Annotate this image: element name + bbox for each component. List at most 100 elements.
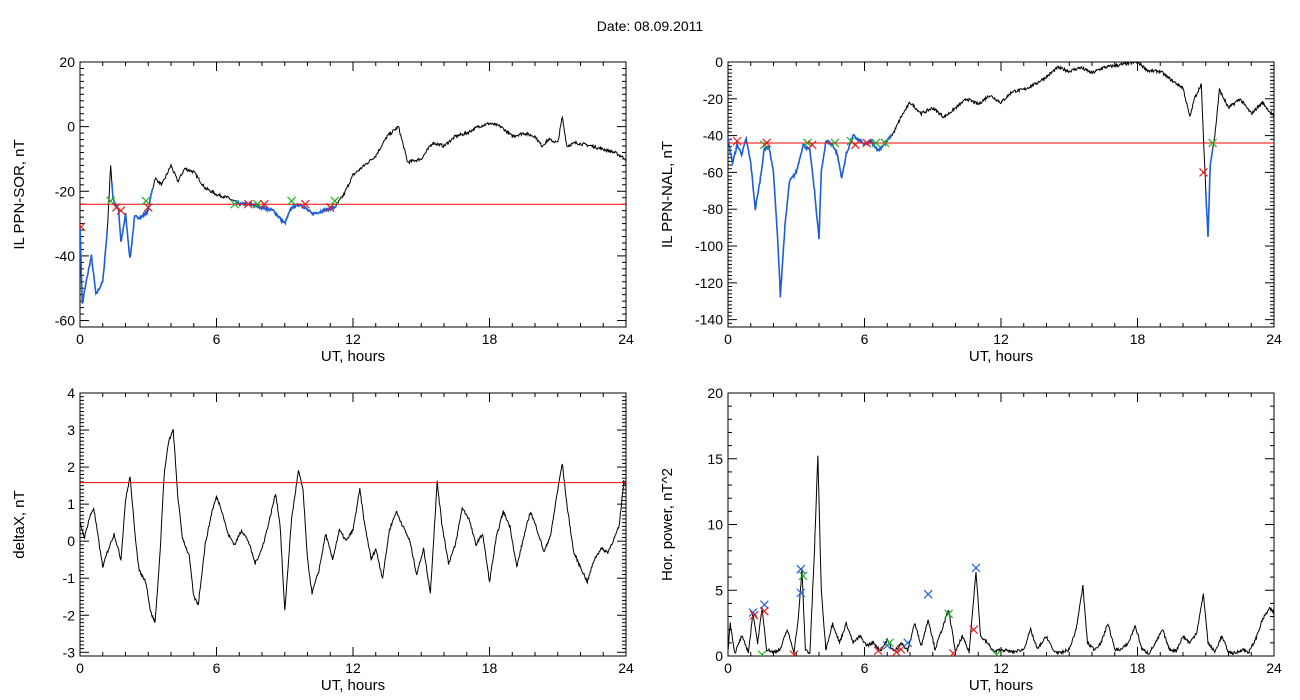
y-tick-label: -80: [703, 201, 723, 217]
x-marker: [330, 196, 340, 206]
x-marker: [850, 140, 860, 150]
y-tick-label: 0: [67, 533, 75, 549]
x-tick-label: 6: [213, 660, 221, 676]
y-tick-label: -100: [695, 238, 723, 254]
y-axis-label: IL PPN-NAL, nT: [659, 141, 676, 248]
x-tick-label: 24: [618, 331, 634, 347]
x-tick-label: 24: [618, 660, 634, 676]
x-marker: [759, 600, 769, 610]
y-tick-label: 1: [67, 496, 75, 512]
x-marker: [992, 650, 1001, 656]
x-marker: [862, 138, 872, 148]
x-marker: [969, 625, 979, 635]
plot-area: [80, 429, 626, 623]
y-tick-label: -60: [703, 164, 723, 180]
series-line: [728, 455, 1274, 656]
x-marker: [798, 571, 808, 581]
y-tick-label: 15: [707, 451, 723, 467]
x-marker: [143, 203, 153, 212]
x-marker: [896, 645, 906, 654]
x-marker: [891, 647, 901, 656]
x-marker: [1199, 167, 1208, 177]
y-tick-label: -140: [695, 312, 723, 328]
x-tick-label: 12: [993, 660, 1009, 676]
y-tick-label: -20: [55, 183, 75, 199]
series-line: [80, 115, 626, 304]
x-marker: [116, 206, 126, 216]
y-tick-label: 20: [707, 385, 723, 401]
series-line: [728, 62, 1274, 298]
y-tick-label: -1: [63, 570, 76, 586]
y-tick-label: 10: [707, 517, 723, 533]
x-marker: [759, 606, 769, 616]
x-marker: [846, 136, 856, 146]
x-marker: [944, 609, 954, 619]
x-marker: [971, 563, 981, 573]
x-tick-label: 6: [861, 660, 869, 676]
x-marker: [803, 138, 813, 148]
x-marker: [300, 199, 310, 209]
y-tick-label: -3: [63, 644, 76, 660]
x-tick-label: 0: [76, 331, 84, 347]
y-tick-label: -20: [703, 91, 723, 107]
x-marker: [243, 199, 253, 209]
x-tick-label: 0: [724, 660, 732, 676]
plot-frame: [727, 392, 1275, 657]
chart-horpower: 0 6 12 18 24 0 5 10 15 20 UT, hours Hor. power, nT^…: [659, 385, 1282, 694]
y-tick-label: 0: [67, 119, 75, 135]
x-tick-label: 24: [1266, 331, 1282, 347]
highlight-segment: [111, 181, 154, 258]
plot-area: [728, 62, 1274, 298]
plot-frame: [79, 61, 627, 328]
y-tick-label: 3: [67, 422, 75, 438]
x-marker: [757, 650, 767, 656]
x-marker: [873, 646, 883, 656]
y-axis-label: IL PPN-SOR, nT: [11, 139, 28, 249]
y-tick-label: -2: [63, 607, 76, 623]
x-marker: [732, 136, 742, 146]
x-tick-label: 6: [213, 331, 221, 347]
x-tick-label: 18: [1130, 331, 1146, 347]
x-marker: [903, 638, 913, 648]
x-axis-label: UT, hours: [969, 677, 1033, 694]
highlight-segment: [1205, 149, 1214, 237]
x-tick-label: 12: [345, 331, 361, 347]
x-tick-label: 12: [993, 331, 1009, 347]
x-marker: [880, 138, 890, 148]
y-axis-label: Hor. power, nT^2: [659, 468, 676, 581]
x-marker: [830, 138, 840, 148]
x-tick-label: 12: [345, 660, 361, 676]
y-tick-label: 0: [715, 648, 723, 664]
x-marker: [230, 199, 240, 209]
y-tick-label: 5: [715, 582, 723, 598]
x-tick-label: 24: [1266, 660, 1282, 676]
x-marker: [796, 588, 806, 598]
chart-sor: 0 6 12 18 24 -60 -40 -20 0 20 UT, hours IL PPN-SOR,…: [11, 54, 634, 365]
highlight-segment: [80, 225, 109, 304]
x-axis-label: UT, hours: [321, 348, 385, 365]
chart-nal: 0 6 12 18 24 -140 -120 -100 -80 -60 -40 -20 0 UT, hou…: [659, 54, 1282, 365]
x-marker: [111, 203, 121, 212]
x-marker: [748, 608, 758, 618]
x-marker: [253, 199, 262, 209]
x-marker: [948, 648, 958, 656]
y-tick-label: 20: [59, 54, 75, 70]
page-title: Date: 08.09.2011: [596, 18, 704, 34]
x-marker: [287, 196, 296, 206]
plot-area: [80, 115, 626, 304]
x-marker: [80, 222, 86, 232]
x-tick-label: 18: [482, 331, 498, 347]
series-line: [80, 429, 626, 623]
plot-area: [728, 455, 1274, 656]
y-tick-label: 4: [67, 385, 75, 401]
y-tick-label: 2: [67, 459, 75, 475]
y-axis-label: deltaX, nT: [11, 490, 28, 558]
x-axis-label: UT, hours: [321, 677, 385, 694]
x-marker: [325, 203, 335, 212]
y-tick-label: -120: [695, 275, 723, 291]
x-tick-label: 18: [482, 660, 498, 676]
x-marker: [789, 650, 799, 656]
x-marker: [885, 638, 894, 648]
